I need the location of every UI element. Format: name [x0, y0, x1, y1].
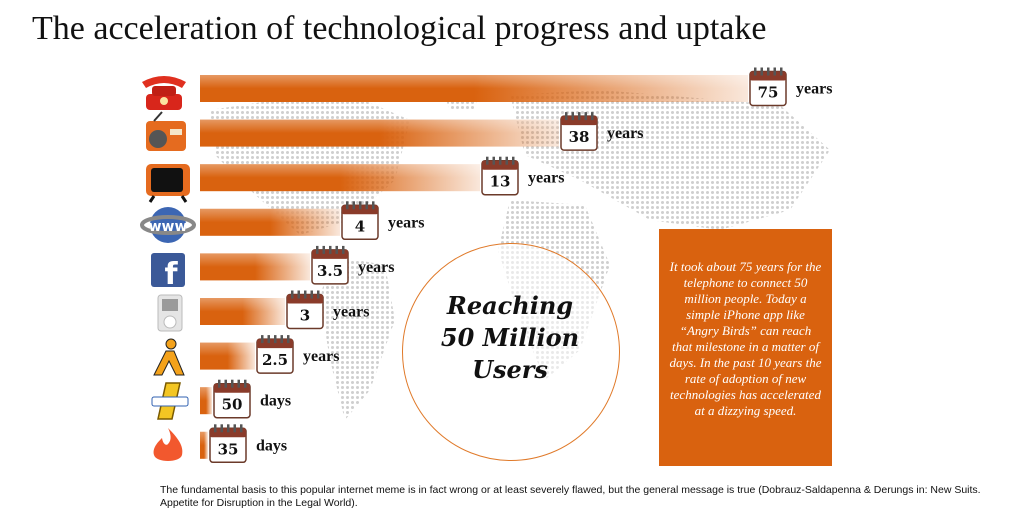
value-label: 35: [218, 440, 239, 458]
calendar-icon: [213, 379, 251, 419]
bar-shine: [200, 164, 480, 192]
bar-shine: [200, 342, 255, 370]
center-label: Reaching 50 Million Users: [402, 290, 618, 386]
bar-shine: [200, 208, 340, 236]
bar-shine: [200, 75, 748, 102]
calendar-icon: [256, 335, 294, 374]
value-label: 2.5: [262, 351, 288, 369]
unit-label: years: [333, 304, 369, 321]
unit-label: years: [388, 214, 424, 231]
radio-icon: [146, 111, 186, 151]
draw-something-icon: [151, 382, 189, 420]
television-icon: [146, 164, 190, 203]
value-label: 4: [355, 217, 365, 235]
unit-label: years: [303, 348, 339, 365]
value-label: 3.5: [317, 262, 343, 280]
center-circle: [402, 243, 620, 461]
value-label: 38: [569, 128, 590, 146]
calendar-icon: [341, 201, 379, 241]
info-box: It took about 75 years for the telephone…: [659, 229, 832, 466]
unit-label: years: [796, 81, 832, 98]
calendar-icon: [311, 245, 349, 285]
aim-icon: [153, 338, 185, 376]
page-title: The acceleration of technological progre…: [32, 10, 767, 47]
value-label: 75: [758, 84, 779, 102]
svg-text:www: www: [149, 219, 188, 235]
unit-label: years: [607, 125, 643, 142]
ipod-icon: [157, 294, 183, 332]
center-line-3: Users: [472, 355, 548, 384]
calendar-icon: [560, 112, 598, 151]
unit-label: years: [358, 259, 394, 276]
bar-shine: [200, 431, 208, 459]
center-line-1: Reaching: [446, 291, 574, 320]
bar-shine: [200, 298, 285, 325]
telephone-icon: [142, 76, 186, 110]
calendar-icon: [286, 290, 324, 330]
unit-label: years: [528, 170, 564, 187]
unit-label: days: [256, 437, 287, 454]
bar-shine: [200, 253, 310, 281]
calendar-icon: [749, 67, 787, 107]
calendar-icon: [481, 156, 519, 196]
value-label: 13: [490, 173, 511, 191]
tinder-icon: [153, 428, 183, 461]
value-label: 50: [222, 396, 243, 414]
value-label: 3: [300, 307, 310, 325]
bar-group: 75 years 38 years 13 years 4 years 3.5 years 3 year…: [200, 67, 832, 464]
facebook-icon: f: [151, 253, 185, 292]
footnote: The fundamental basis to this popular in…: [160, 484, 981, 509]
calendar-icon: [209, 424, 247, 464]
unit-label: days: [260, 393, 291, 410]
bar-shine: [200, 119, 559, 147]
center-line-2: 50 Million: [440, 323, 580, 352]
bar-shine: [200, 387, 212, 415]
svg-text:f: f: [164, 257, 178, 292]
www-icon: www: [140, 207, 196, 243]
